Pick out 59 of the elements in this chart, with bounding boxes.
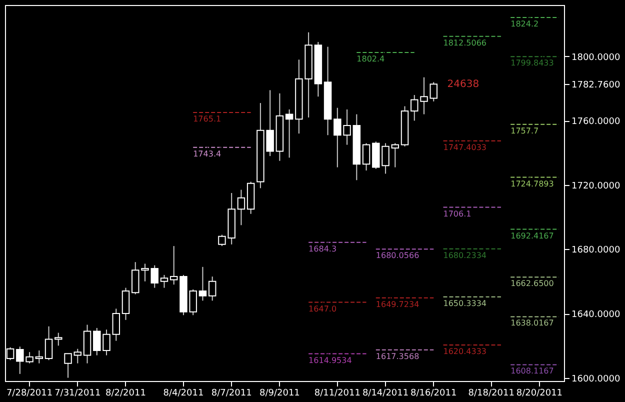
x-tick-label: 8/14/2011	[362, 388, 409, 398]
candlestick	[122, 287, 130, 320]
candlestick	[285, 108, 294, 158]
ref-line-label: 1614.9534	[308, 356, 352, 365]
candlestick	[35, 350, 44, 364]
candlestick	[132, 262, 140, 295]
candlestick	[44, 326, 53, 361]
x-tick-label: 8/18/2011	[468, 388, 514, 398]
y-tick-label: 1680.0000	[572, 246, 620, 256]
ref-line-label: 1680.0566	[376, 251, 420, 260]
annotation: 24638	[447, 79, 480, 90]
ref-line-label: 1802.4	[356, 54, 385, 64]
ref-line-label: 1824.2	[510, 20, 539, 29]
ref-line-label: 1647.0	[308, 304, 337, 314]
ref-line-label: 1608.1167	[510, 366, 554, 376]
y-tick-label: 1760.0000	[572, 117, 620, 128]
ref-line-label: 1684.3	[308, 244, 337, 254]
candlestick	[198, 266, 207, 302]
ref-line-label: 1765.1	[193, 114, 222, 124]
ref-line-label: 1650.3334	[443, 298, 487, 308]
x-tick-label: 8/2/2011	[106, 388, 146, 398]
ref-line-label: 1724.7893	[510, 179, 554, 188]
ref-line-label: 1638.0167	[510, 318, 554, 328]
ref-line-label: 1662.6500	[510, 279, 554, 288]
candlestick	[237, 189, 246, 226]
x-tick-label: 8/7/2011	[211, 388, 252, 398]
ref-line-label: 1692.4167	[510, 231, 554, 240]
ref-line-label: 1743.4	[193, 149, 222, 158]
candlestick	[112, 308, 120, 342]
candlestick	[362, 142, 370, 172]
x-tick-label: 8/11/2011	[314, 388, 360, 398]
ref-line-label: 1649.7234	[376, 300, 420, 309]
ref-line-label: 1799.8433	[510, 58, 554, 68]
candlestick	[74, 348, 82, 364]
y-tick-label: 1640.0000	[572, 310, 620, 320]
x-tick-label: 8/16/2011	[410, 388, 457, 398]
candlestick	[208, 276, 216, 302]
ref-line-label: 1812.5066	[443, 38, 487, 48]
ref-line-label: 1620.4333	[443, 346, 487, 356]
y-tick-label: 1600.0000	[572, 374, 620, 384]
x-tick-label: 7/31/2011	[54, 388, 101, 398]
x-tick-label: 7/28/2011	[6, 388, 53, 398]
x-tick-label: 8/4/2011	[163, 388, 204, 398]
candlestick	[430, 82, 438, 102]
candlestick	[391, 142, 400, 168]
candlestick	[64, 353, 72, 378]
x-tick-label: 8/20/2011	[516, 388, 563, 398]
candlestick	[170, 246, 178, 286]
ref-line-label: 1680.2334	[443, 250, 487, 260]
ref-line-label: 1747.4033	[443, 142, 487, 152]
y-tick-label: 1782.7600	[572, 80, 620, 91]
candlestick	[160, 274, 168, 288]
y-tick-label: 1720.0000	[572, 181, 620, 192]
candlestick	[54, 332, 62, 346]
x-tick-label: 8/9/2011	[259, 388, 300, 398]
ref-line-label: 1706.1	[443, 209, 472, 218]
y-tick-label: 1800.0000	[572, 52, 620, 63]
ref-line-label: 1757.7	[510, 126, 539, 136]
ref-line-label: 1617.3568	[376, 352, 420, 361]
